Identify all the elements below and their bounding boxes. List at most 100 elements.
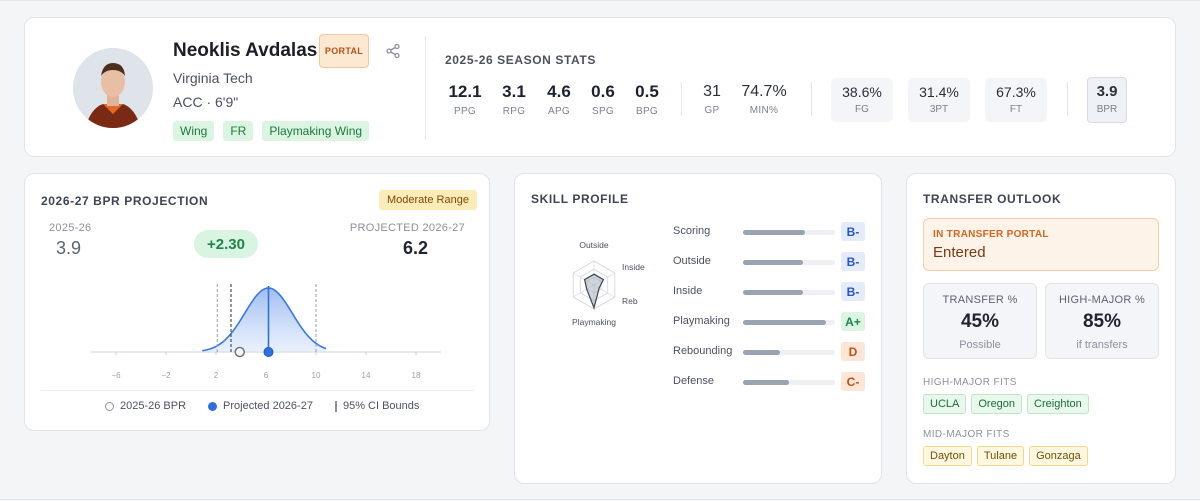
- stat-fg: 38.6% FG: [831, 78, 893, 122]
- stat-divider: [681, 82, 682, 116]
- stat-label: SPG: [591, 106, 615, 117]
- hollow-dot-icon: [105, 401, 114, 411]
- stat-label: FT: [1009, 104, 1023, 115]
- skill-row-rebounding: Rebounding D: [673, 342, 873, 362]
- stat-value: 3.9: [1096, 83, 1118, 100]
- transfer-outlook-title: TRANSFER OUTLOOK: [923, 192, 1062, 206]
- stat-label: BPG: [635, 106, 659, 117]
- radar-spoke: [593, 272, 615, 286]
- projected-label: PROJECTED 2026-27: [349, 222, 465, 234]
- current-bpr-point: [234, 346, 245, 358]
- distribution-curve: [202, 287, 327, 352]
- radar-spoke: [573, 272, 595, 286]
- fit-school-chip[interactable]: Oregon: [971, 394, 1023, 414]
- skill-grade: B-: [841, 282, 865, 301]
- stat-divider: [1067, 82, 1068, 116]
- x-tick-label: −2: [161, 371, 171, 380]
- skill-name: Inside: [673, 285, 703, 297]
- skill-bar-fill: [743, 260, 803, 265]
- skill-bar-fill: [743, 350, 780, 355]
- player-school: Virginia Tech: [173, 70, 253, 86]
- x-tick-label: −6: [111, 371, 121, 380]
- skill-bar-fill: [743, 230, 805, 235]
- projection-card: 2026-27 BPR PROJECTION Moderate Range 20…: [24, 173, 490, 431]
- delta-badge: +2.30: [194, 230, 258, 258]
- skill-name: Outside: [673, 255, 711, 267]
- stat-value: 31: [703, 83, 721, 100]
- stat-min-pct: 74.7% MIN%: [737, 83, 791, 116]
- high-major-pct-sub: if transfers: [1076, 339, 1128, 351]
- bound-bar-icon: [334, 400, 337, 412]
- skill-name: Defense: [673, 375, 714, 387]
- stat-value: 31.4%: [919, 84, 959, 100]
- mid-major-fits: Dayton Tulane Gonzaga: [923, 446, 1088, 466]
- projected-bpr-point: [263, 347, 274, 357]
- player-conference-height: ACC · 6'9": [173, 94, 239, 110]
- player-tags: Wing FR Playmaking Wing: [173, 121, 370, 141]
- skill-name: Rebounding: [673, 345, 733, 357]
- fit-school-chip[interactable]: Gonzaga: [1029, 446, 1088, 466]
- fit-school-chip[interactable]: UCLA: [923, 394, 967, 414]
- share-icon[interactable]: [385, 43, 401, 59]
- projection-distribution-chart: −6 −2 2 6 10 14 18: [91, 284, 441, 380]
- season-stats-title: 2025-26 SEASON STATS: [445, 53, 596, 67]
- player-header-card: Neoklis Avdalas PORTAL Virginia Tech ACC…: [24, 17, 1176, 157]
- stat-bpg: 0.5 BPG: [630, 82, 664, 117]
- stat-rpg: 3.1 RPG: [497, 82, 531, 117]
- archetype-tag: Playmaking Wing: [262, 121, 370, 141]
- stat-value: 12.1: [448, 82, 482, 101]
- stat-value: 0.6: [591, 82, 615, 101]
- transfer-pct-label: TRANSFER %: [942, 294, 1018, 306]
- stat-label: APG: [547, 106, 571, 117]
- x-tick-label: 10: [312, 371, 321, 380]
- x-tick-label: 18: [412, 371, 421, 380]
- transfer-pct-sub: Possible: [959, 339, 1001, 351]
- skill-bar-track: [743, 350, 835, 355]
- stat-value: 3.1: [502, 82, 526, 101]
- skill-row-playmaking: Playmaking A+: [673, 312, 873, 332]
- legend-projected: Projected 2026-27: [208, 400, 313, 412]
- stat-divider: [811, 82, 812, 116]
- player-avatar: [73, 48, 153, 128]
- skill-bar-track: [743, 380, 835, 385]
- fit-school-chip[interactable]: Tulane: [976, 446, 1025, 466]
- radar-axis-label: Inside: [622, 262, 645, 272]
- chart-legend: 2025-26 BPR Projected 2026-27 95% CI Bou…: [105, 400, 419, 412]
- stat-spg: 0.6 SPG: [586, 82, 620, 117]
- skill-bar-fill: [743, 320, 826, 325]
- stat-3pt: 31.4% 3PT: [908, 78, 970, 122]
- skill-row-defense: Defense C-: [673, 372, 873, 392]
- stat-value: 4.6: [547, 82, 571, 101]
- stat-label: 3PT: [929, 104, 949, 115]
- portal-status-value: Entered: [933, 244, 986, 261]
- stat-label: BPR: [1096, 104, 1118, 115]
- skill-row-inside: Inside B-: [673, 282, 873, 302]
- stat-label: PPG: [453, 106, 477, 117]
- current-season-label: 2025-26: [49, 222, 92, 234]
- high-major-pct-box: HIGH-MAJOR % 85% if transfers: [1045, 283, 1159, 359]
- skill-bar-track: [743, 320, 835, 325]
- skill-name: Playmaking: [673, 315, 730, 327]
- class-tag: FR: [223, 121, 254, 141]
- projection-title: 2026-27 BPR PROJECTION: [41, 194, 209, 208]
- filled-dot-icon: [208, 401, 218, 411]
- stat-gp: 31 GP: [699, 83, 725, 116]
- high-major-pct-label: HIGH-MAJOR %: [1058, 294, 1146, 306]
- high-major-pct-value: 85%: [1082, 311, 1122, 332]
- fit-school-chip[interactable]: Creighton: [1027, 394, 1089, 414]
- stat-ft: 67.3% FT: [985, 78, 1047, 122]
- transfer-pct-box: TRANSFER % 45% Possible: [923, 283, 1037, 359]
- skill-profile-card: SKILL PROFILE Outside Inside Reb Playmaking…: [514, 173, 882, 484]
- distribution-area: [202, 288, 326, 352]
- mid-major-fits-label: MID-MAJOR FITS: [923, 429, 1010, 440]
- current-bpr-value: 3.9: [56, 238, 82, 258]
- fit-school-chip[interactable]: Dayton: [923, 446, 972, 466]
- skill-row-scoring: Scoring B-: [673, 222, 873, 242]
- legend-current: 2025-26 BPR: [105, 400, 186, 412]
- skill-radar-chart: OutsideInsideRebPlaymakingDefenseScoring: [572, 240, 645, 327]
- skill-bar-fill: [743, 380, 789, 385]
- stat-value: 38.6%: [842, 84, 882, 100]
- radar-spoke: [593, 284, 615, 298]
- radar-spoke: [573, 284, 595, 298]
- skill-name: Scoring: [673, 225, 711, 237]
